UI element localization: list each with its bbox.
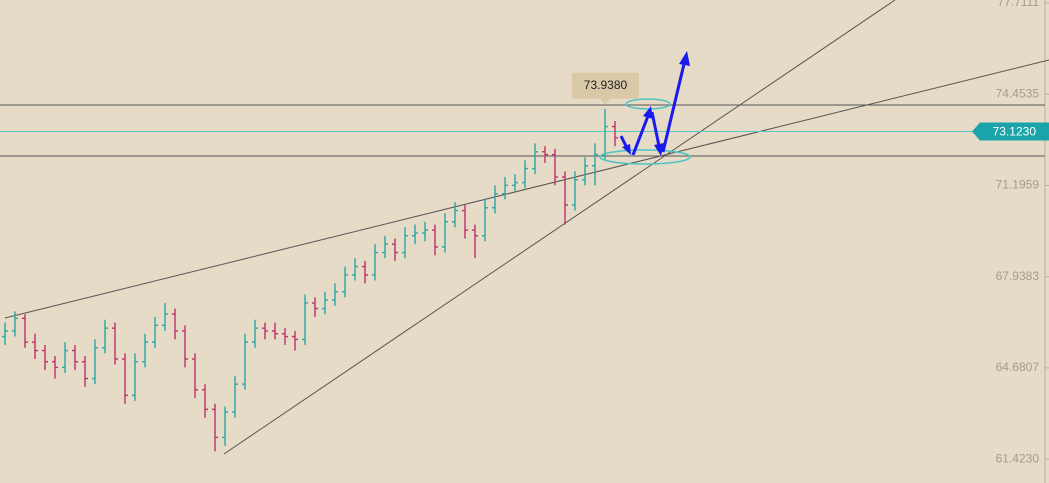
plot bbox=[0, 104, 1045, 452]
y-tick-label: 71.1959 bbox=[996, 178, 1040, 192]
trend-line bbox=[4, 59, 1049, 319]
price-tag bbox=[972, 122, 1049, 141]
callout-box bbox=[572, 72, 639, 105]
y-tick-label: 67.9383 bbox=[996, 269, 1040, 283]
callout-label: 73.9380 bbox=[584, 78, 628, 92]
arrows bbox=[619, 51, 690, 156]
y-tick-label: 64.6807 bbox=[996, 360, 1040, 374]
y-tick-label: 74.4535 bbox=[996, 86, 1040, 100]
ellipse bbox=[625, 98, 671, 110]
y-tick-label: 61.4230 bbox=[996, 451, 1040, 465]
price-tag-label: 73.1230 bbox=[993, 125, 1037, 139]
ellipse bbox=[599, 149, 691, 165]
trend-line bbox=[223, 0, 896, 455]
y-tick-label: 77.7111 bbox=[997, 0, 1039, 9]
